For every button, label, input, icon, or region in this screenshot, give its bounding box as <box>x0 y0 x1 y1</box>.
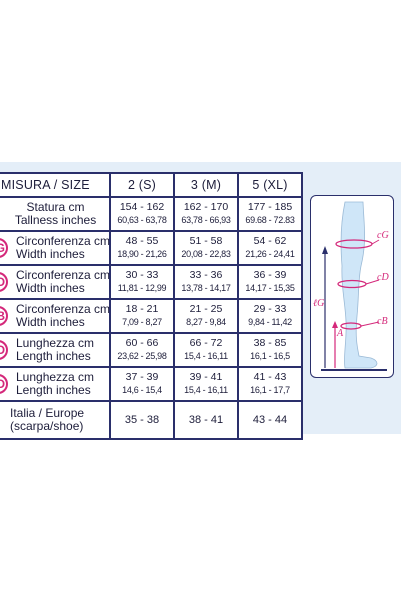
cell-s: 35 - 38 <box>109 400 175 440</box>
cell-s: 48 - 55 18,90 - 21,26 <box>109 230 175 266</box>
cell-s: 18 - 21 7,09 - 8,27 <box>109 298 175 334</box>
badge-d: D <box>0 374 8 394</box>
row-label: G Circonferenza cm Width inches <box>0 230 111 266</box>
cell-s: 30 - 33 11,81 - 12,99 <box>109 264 175 300</box>
table-header-row: MISURA / SIZE 2 (S) 3 (M) 5 (XL) <box>0 172 303 198</box>
cell-s: 37 - 39 14,6 - 15,4 <box>109 366 175 402</box>
table-row-width-g: G Circonferenza cm Width inches 48 - 551… <box>0 230 303 266</box>
table-row-length-2: D Lunghezza cm Length inches 37 - 3914,6… <box>0 366 303 402</box>
leg-measurement-diagram: cG cD cB ℓG A <box>310 195 394 378</box>
cell-xl: 43 - 44 <box>237 400 303 440</box>
row-label: D Lunghezza cm Length inches <box>0 332 111 368</box>
table-row-width-b: B Circonferenza cm Width inches 18 - 217… <box>0 298 303 334</box>
cell-m: 51 - 58 20,08 - 22,83 <box>173 230 239 266</box>
leg-shape <box>340 201 378 369</box>
cell-xl: 29 - 33 9,84 - 11,42 <box>237 298 303 334</box>
cell-m: 21 - 25 8,27 - 9,84 <box>173 298 239 334</box>
label-length-g: ℓG <box>313 298 325 309</box>
row-label: Statura cm Tallness inches <box>0 196 111 232</box>
cell-xl: 54 - 62 21,26 - 24,41 <box>237 230 303 266</box>
table-row-shoe: Italia / Europe (scarpa/shoe) 35 - 38 38… <box>0 400 303 440</box>
cell-xl: 177 - 185 69.68 - 72.83 <box>237 196 303 232</box>
table-row-width-d: D Circonferenza cm Width inches 30 - 331… <box>0 264 303 300</box>
leg-illustration <box>321 201 387 371</box>
badge-d: D <box>0 272 8 292</box>
row-label: D Circonferenza cm Width inches <box>0 264 111 300</box>
label-cd: cD <box>377 272 389 283</box>
cell-xl: 36 - 39 14,17 - 15,35 <box>237 264 303 300</box>
badge-b: B <box>0 306 8 326</box>
cell-m: 66 - 72 15,4 - 16,11 <box>173 332 239 368</box>
a-arrow-icon <box>332 321 338 328</box>
header-size-s: 2 (S) <box>109 172 175 198</box>
cell-m: 39 - 41 15,4 - 16,11 <box>173 366 239 402</box>
badge-d: D <box>0 340 8 360</box>
label-a: A <box>337 328 344 339</box>
cell-s: 154 - 162 60,63 - 63,78 <box>109 196 175 232</box>
cell-xl: 41 - 43 16,1 - 17,7 <box>237 366 303 402</box>
row-label: Italia / Europe (scarpa/shoe) <box>0 400 111 440</box>
cell-m: 162 - 170 63,78 - 66,93 <box>173 196 239 232</box>
label-cb: cB <box>377 316 388 327</box>
length-arrow-icon <box>322 246 328 254</box>
table-row-length-1: D Lunghezza cm Length inches 60 - 6623,6… <box>0 332 303 368</box>
size-table: MISURA / SIZE 2 (S) 3 (M) 5 (XL) Statura… <box>0 172 303 440</box>
label-cg: cG <box>377 230 389 241</box>
header-size-xl: 5 (XL) <box>237 172 303 198</box>
badge-g: G <box>0 238 8 258</box>
cell-m: 38 - 41 <box>173 400 239 440</box>
row-label: B Circonferenza cm Width inches <box>0 298 111 334</box>
header-size: MISURA / SIZE <box>0 172 111 198</box>
table-row-tallness: Statura cm Tallness inches 154 - 162 60,6… <box>0 196 303 232</box>
header-size-m: 3 (M) <box>173 172 239 198</box>
cell-s: 60 - 66 23,62 - 25,98 <box>109 332 175 368</box>
cell-xl: 38 - 85 16,1 - 16,5 <box>237 332 303 368</box>
cell-m: 33 - 36 13,78 - 14,17 <box>173 264 239 300</box>
row-label: D Lunghezza cm Length inches <box>0 366 111 402</box>
